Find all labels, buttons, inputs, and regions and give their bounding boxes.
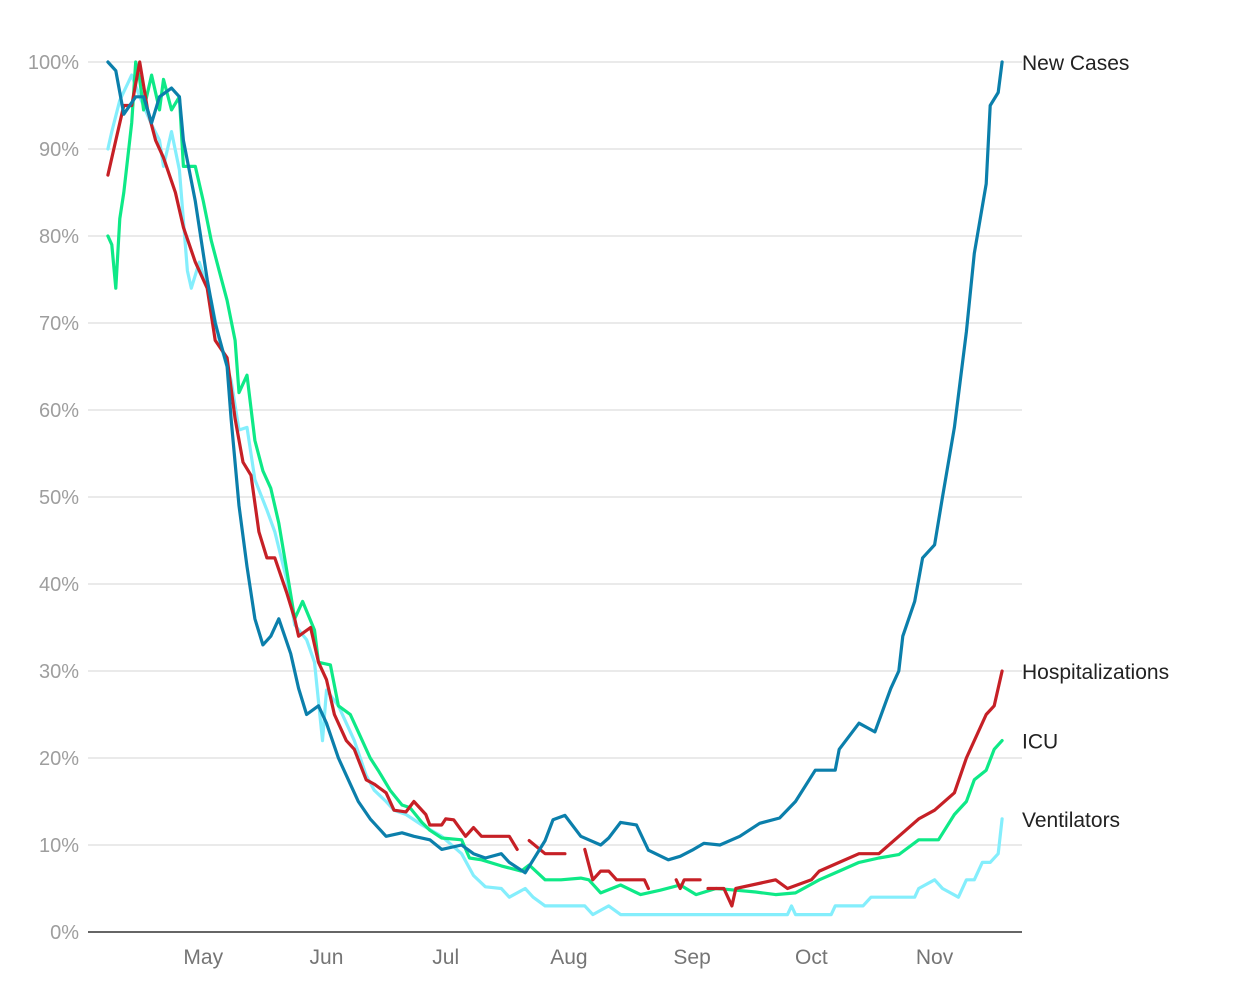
series-line-new-cases bbox=[106, 60, 1004, 875]
y-tick-label: 70% bbox=[39, 313, 79, 335]
series-lines bbox=[106, 60, 1004, 917]
x-tick-label: Oct bbox=[795, 946, 828, 969]
x-tick-label: Jul bbox=[432, 946, 459, 969]
x-tick-label: Sep bbox=[673, 946, 710, 969]
x-axis: May Jun Jul Aug Sep Oct Nov bbox=[88, 931, 1022, 969]
y-tick-label: 50% bbox=[39, 487, 79, 509]
y-tick-label: 30% bbox=[39, 661, 79, 683]
series-labels: Ventilators ICU Hospitalizations New Cases bbox=[1022, 52, 1169, 832]
y-tick-label: 20% bbox=[39, 748, 79, 770]
x-tick-label: May bbox=[183, 946, 223, 969]
y-tick-label: 10% bbox=[39, 835, 79, 857]
series-label: Ventilators bbox=[1022, 809, 1120, 832]
x-tick-label: Nov bbox=[916, 946, 954, 969]
y-tick-label: 40% bbox=[39, 574, 79, 596]
x-tick-label: Aug bbox=[550, 946, 587, 969]
series-line-icu bbox=[106, 60, 1004, 897]
y-axis: 0% 10% 20% 30% 40% 50% 60% 70% 80% 90% 100% bbox=[28, 52, 79, 944]
gridlines bbox=[88, 61, 1022, 846]
series-label: ICU bbox=[1022, 731, 1058, 754]
x-tick-label: Jun bbox=[310, 946, 344, 969]
y-tick-label: 80% bbox=[39, 226, 79, 248]
y-tick-label: 60% bbox=[39, 400, 79, 422]
y-tick-label: 0% bbox=[50, 922, 79, 944]
y-tick-label: 90% bbox=[39, 139, 79, 161]
series-line-ventilators bbox=[106, 73, 1004, 917]
series-label: New Cases bbox=[1022, 52, 1129, 75]
series-label: Hospitalizations bbox=[1022, 661, 1169, 684]
y-tick-label: 100% bbox=[28, 52, 79, 74]
series-line-hospitalizations bbox=[106, 60, 1004, 908]
